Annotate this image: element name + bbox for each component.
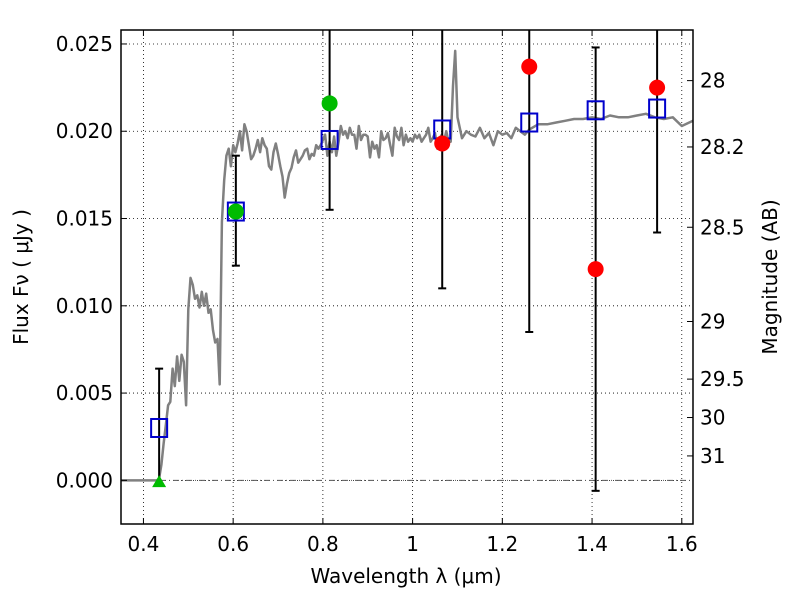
- detection-circle-point: [587, 261, 604, 278]
- detection-circle-point: [321, 95, 338, 112]
- tick-layer: 0.4 0.6 0.8 1 1.2 1.4 1.6 0.000 0.005 0.010 0.015 0…: [56, 30, 745, 556]
- mag-tick-label: 29.5: [700, 367, 745, 391]
- band-flux-square-point: [520, 112, 539, 133]
- marker-layer: [150, 58, 667, 488]
- x-tick-label: 1.2: [486, 532, 518, 556]
- band-flux-square-point: [648, 98, 667, 119]
- mag-tick-label: 29: [700, 310, 725, 334]
- band-flux-square-point: [320, 129, 339, 150]
- mag-tick-label: 28.5: [700, 215, 745, 239]
- grid: [121, 30, 693, 524]
- mag-tick-label: 28: [700, 69, 725, 93]
- sed-model-layer: [121, 49, 694, 482]
- mag-tick-label: 31: [700, 444, 725, 468]
- x-tick-label: 0.4: [128, 532, 160, 556]
- mag-tick-label: 28.2: [700, 135, 745, 159]
- y2-axis-title: Magnitude (AB): [758, 199, 782, 354]
- x-tick-label: 1: [406, 532, 419, 556]
- band-flux-square-point: [586, 100, 605, 121]
- y-tick-label: 0.010: [56, 294, 113, 318]
- error-bar: [653, 30, 662, 234]
- band-flux-square-point: [150, 417, 169, 438]
- y-tick-label: 0.005: [56, 381, 113, 405]
- x-tick-label: 0.6: [217, 532, 249, 556]
- error-bar: [438, 30, 447, 290]
- x-axis-title: Wavelength λ (μm): [310, 564, 501, 588]
- y-tick-label: 0.015: [56, 207, 113, 231]
- error-bar: [325, 30, 334, 211]
- detection-circle-point: [434, 135, 451, 152]
- sed-model-line: [121, 49, 694, 482]
- x-tick-label: 1.4: [576, 532, 608, 556]
- error-bar: [525, 30, 534, 333]
- y-tick-label: 0.000: [56, 468, 113, 492]
- mag-tick-label: 30: [700, 406, 725, 430]
- detection-circle-point: [649, 79, 666, 96]
- upper-limit-triangle-point: [152, 475, 167, 488]
- detection-circle-point: [227, 203, 244, 220]
- x-tick-label: 1.6: [666, 532, 698, 556]
- y-tick-label: 0.025: [56, 32, 113, 56]
- detection-circle-point: [521, 58, 538, 75]
- y-tick-label: 0.020: [56, 119, 113, 143]
- plot-frame: [120, 29, 694, 525]
- error-bar-layer: [155, 30, 662, 492]
- x-tick-label: 0.8: [307, 532, 339, 556]
- y-axis-title: Flux Fν ( μJy ): [9, 209, 33, 345]
